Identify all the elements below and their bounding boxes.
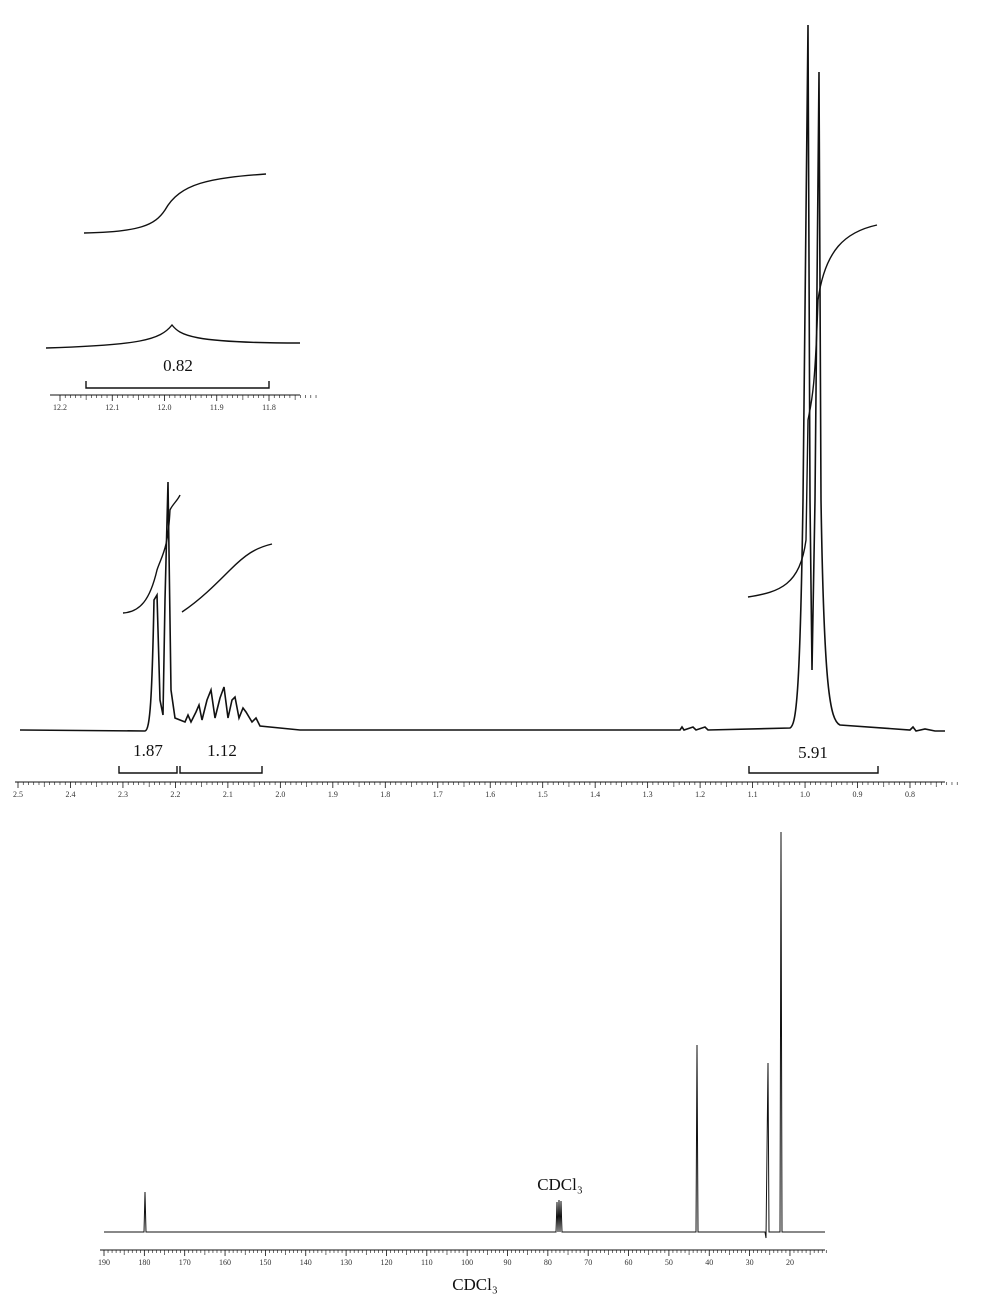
inset-integral bbox=[83, 173, 267, 234]
tick-label: 30 bbox=[746, 1258, 754, 1267]
tick-label: 100 bbox=[461, 1258, 473, 1267]
tick-label: 120 bbox=[380, 1258, 392, 1267]
tick-label: 2.3 bbox=[118, 790, 128, 799]
integral-bar bbox=[118, 766, 178, 774]
integral-curve bbox=[747, 224, 878, 598]
proton-trace bbox=[19, 24, 945, 732]
solvent-label: CDCl₃ bbox=[537, 1175, 583, 1194]
tick-label: 40 bbox=[705, 1258, 713, 1267]
integral-curve bbox=[181, 543, 273, 613]
tick-label: 2.5 bbox=[13, 790, 23, 799]
tick-label: 130 bbox=[340, 1258, 352, 1267]
integral-curve bbox=[122, 494, 181, 614]
integral-label: 1.87 bbox=[133, 741, 163, 760]
tick-label: 1.1 bbox=[748, 790, 758, 799]
inset-integral-bar bbox=[85, 381, 270, 389]
tick-label: 1.6 bbox=[485, 790, 495, 799]
tick-label: 1.7 bbox=[433, 790, 443, 799]
tick-label: 150 bbox=[259, 1258, 271, 1267]
tick-label: 0.8 bbox=[905, 790, 915, 799]
tick-label: 1.5 bbox=[538, 790, 548, 799]
tick-label: 1.2 bbox=[695, 790, 705, 799]
integral-label: 5.91 bbox=[798, 743, 828, 762]
tick-label: 1.8 bbox=[380, 790, 390, 799]
tick-label: 20 bbox=[786, 1258, 794, 1267]
integral-label: 1.12 bbox=[207, 741, 237, 760]
tick-label: 0.9 bbox=[853, 790, 863, 799]
tick-label: 12.1 bbox=[105, 403, 119, 412]
tick-label: 80 bbox=[544, 1258, 552, 1267]
tick-label: 140 bbox=[300, 1258, 312, 1267]
tick-label: 50 bbox=[665, 1258, 673, 1267]
tick-label: 190 bbox=[98, 1258, 110, 1267]
tick-label: 60 bbox=[625, 1258, 633, 1267]
tick-label: 180 bbox=[138, 1258, 150, 1267]
tick-label: 2.1 bbox=[223, 790, 233, 799]
tick-label: 110 bbox=[421, 1258, 433, 1267]
tick-label: 1.0 bbox=[800, 790, 810, 799]
tick-label: 1.4 bbox=[590, 790, 600, 799]
tick-label: 11.8 bbox=[262, 403, 276, 412]
tick-label: 90 bbox=[504, 1258, 512, 1267]
inset-integral-label: 0.82 bbox=[163, 356, 193, 375]
tick-label: 1.3 bbox=[643, 790, 653, 799]
tick-label: 2.2 bbox=[170, 790, 180, 799]
integral-bar bbox=[748, 766, 879, 774]
inset-trace bbox=[45, 323, 301, 349]
carbon-axis-label: CDCl₃ bbox=[452, 1275, 498, 1294]
tick-label: 12.2 bbox=[53, 403, 67, 412]
tick-label: 1.9 bbox=[328, 790, 338, 799]
tick-label: 2.0 bbox=[275, 790, 285, 799]
carbon-trace bbox=[104, 831, 825, 1239]
tick-label: 70 bbox=[584, 1258, 592, 1267]
integral-bar bbox=[179, 766, 263, 774]
tick-label: 12.0 bbox=[158, 403, 172, 412]
tick-label: 11.9 bbox=[210, 403, 224, 412]
tick-label: 160 bbox=[219, 1258, 231, 1267]
tick-label: 2.4 bbox=[65, 790, 75, 799]
tick-label: 170 bbox=[179, 1258, 191, 1267]
